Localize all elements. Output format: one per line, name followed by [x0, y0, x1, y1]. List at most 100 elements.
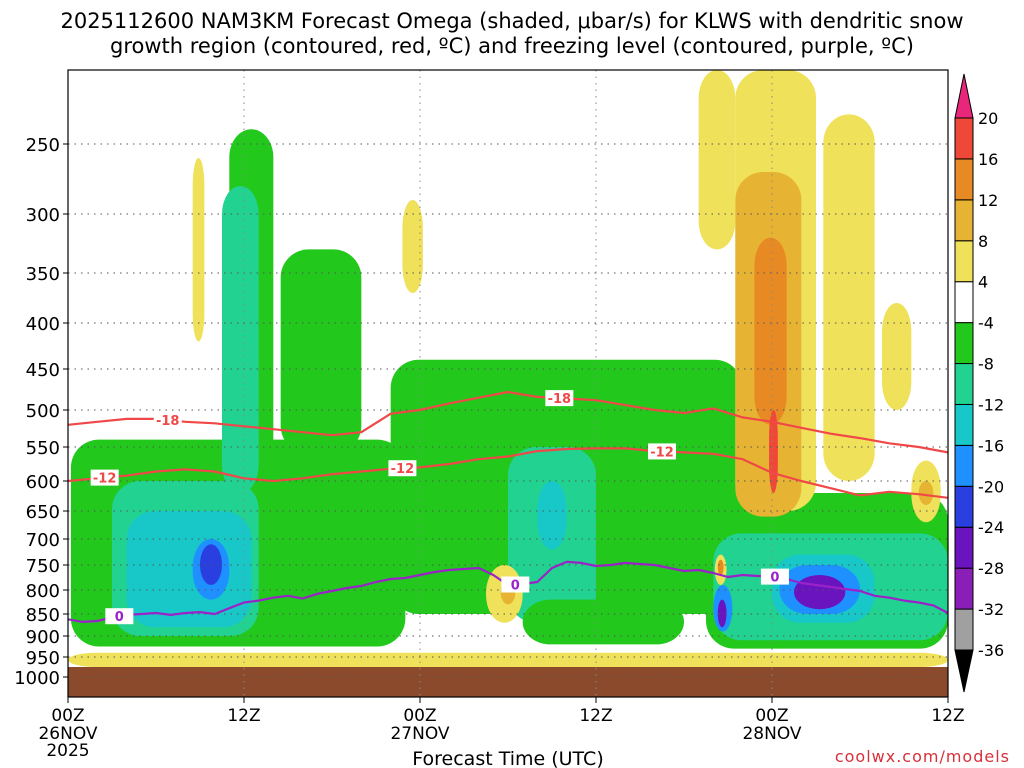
- colorbar-label: -16: [978, 436, 1004, 455]
- colorbar-label: 16: [978, 150, 998, 169]
- contour-line: [68, 447, 948, 499]
- x-tick-label: 12Z: [579, 706, 612, 726]
- x-tick-label: 00Z: [51, 706, 84, 726]
- colorbar-label: -12: [978, 395, 1004, 414]
- colorbar-label: -28: [978, 559, 1004, 578]
- contour-label: 0: [511, 579, 520, 594]
- omega-region: [717, 559, 724, 575]
- colorbar-swatch: [954, 567, 974, 610]
- omega-region: [882, 303, 912, 410]
- contour-label-background: [388, 460, 417, 477]
- y-tick-label: 450: [26, 360, 60, 381]
- colorbar-swatch: [954, 608, 974, 651]
- x-tick-label: 00Z: [755, 706, 788, 726]
- contour-label-background: [760, 568, 789, 585]
- ground-surface: [68, 667, 948, 697]
- contour-label: -12: [93, 472, 117, 487]
- y-tick-label: 750: [26, 556, 60, 577]
- x-tick-date: 27NOV: [390, 724, 449, 744]
- colorbar-swatch-min: [954, 649, 974, 693]
- omega-region: [754, 237, 787, 425]
- contour-labels: -18 -18 -12 -12 -12 0 0 0: [90, 390, 789, 625]
- x-tick-date: 28NOV: [742, 724, 801, 744]
- contour-label: -18: [156, 414, 180, 429]
- y-tick-label: 300: [26, 205, 60, 226]
- chart-title-line-2: growth region (contoured, red, ºC) and f…: [110, 34, 914, 58]
- y-tick-label: 500: [26, 401, 60, 422]
- x-tick-year: 2025: [46, 741, 89, 761]
- colorbar-swatch: [954, 281, 974, 324]
- y-tick-label: 900: [26, 627, 60, 648]
- colorbar-label: -20: [978, 477, 1004, 496]
- colorbar-swatch: [954, 240, 974, 283]
- omega-region: [698, 70, 736, 250]
- colorbar-label: 4: [978, 273, 988, 292]
- contour-label: 0: [115, 610, 124, 625]
- omega-region: [68, 652, 948, 667]
- omega-region: [222, 186, 259, 493]
- colorbar-swatch: [954, 117, 974, 160]
- colorbar-swatch-max: [954, 73, 974, 119]
- colorbar-swatch: [954, 444, 974, 487]
- y-tick-label: 700: [26, 530, 60, 551]
- colorbar: -36 -32 -28 -24 -20 -16 -12 -8 -4 4 8 12 16 20: [954, 73, 1004, 693]
- omega-region: [192, 158, 205, 342]
- y-tick-label: 800: [26, 581, 60, 602]
- colorbar-swatch: [954, 158, 974, 201]
- contour-label-background: [153, 412, 182, 429]
- y-tick-label: 1000: [14, 668, 60, 689]
- y-axis-pressure-ticks: 2503003504004505005506006507007508008509…: [14, 135, 68, 689]
- colorbar-swatch: [954, 363, 974, 405]
- x-tick-date: 26NOV: [38, 724, 97, 744]
- y-tick-label: 650: [26, 502, 60, 523]
- y-tick-label: 600: [26, 472, 60, 493]
- contour-label-background: [501, 576, 530, 593]
- colorbar-label: -4: [978, 314, 994, 333]
- colorbar-label: -32: [978, 600, 1004, 619]
- contour-label-background: [105, 608, 134, 625]
- contour-label: -18: [548, 392, 572, 407]
- omega-region: [522, 599, 684, 645]
- omega-region: [654, 481, 714, 570]
- contour-label-background: [90, 469, 119, 486]
- y-tick-label: 350: [26, 264, 60, 285]
- contour-label-background: [648, 443, 676, 460]
- omega-region: [537, 481, 567, 550]
- chart-title-line-1: 2025112600 NAM3KM Forecast Omega (shaded…: [60, 9, 964, 33]
- omega-region: [918, 481, 934, 505]
- y-tick-label: 950: [26, 648, 60, 669]
- x-axis-label: Forecast Time (UTC): [412, 748, 603, 768]
- colorbar-label: -36: [978, 641, 1004, 660]
- x-tick-label: 12Z: [931, 706, 964, 726]
- colorbar-label: 12: [978, 191, 998, 210]
- contour-line: [68, 390, 948, 454]
- y-tick-label: 250: [26, 135, 60, 156]
- contour-label: -12: [391, 462, 415, 477]
- omega-shading-layer: [68, 70, 948, 667]
- colorbar-label: 8: [978, 232, 988, 251]
- contour-label: 0: [770, 571, 779, 586]
- y-tick-label: 550: [26, 438, 60, 459]
- contour-label: -12: [650, 445, 674, 460]
- omega-region: [280, 249, 362, 454]
- y-tick-label: 850: [26, 605, 60, 626]
- colorbar-swatch: [954, 322, 974, 365]
- contour-label-background: [545, 390, 574, 407]
- colorbar-swatch: [954, 485, 974, 528]
- colorbar-label: -8: [978, 355, 994, 374]
- colorbar-swatch: [954, 199, 974, 242]
- omega-region: [717, 599, 727, 628]
- x-tick-label: 00Z: [403, 706, 436, 726]
- colorbar-swatch: [954, 526, 974, 569]
- omega-region: [794, 575, 846, 610]
- omega-region: [126, 511, 252, 628]
- omega-region: [402, 200, 423, 293]
- credit-text: coolwx.com/models: [834, 747, 1010, 766]
- y-tick-label: 400: [26, 314, 60, 335]
- x-tick-label: 12Z: [227, 706, 260, 726]
- omega-region: [823, 114, 875, 482]
- colorbar-label: -24: [978, 518, 1004, 537]
- plot-frame: [67, 69, 949, 698]
